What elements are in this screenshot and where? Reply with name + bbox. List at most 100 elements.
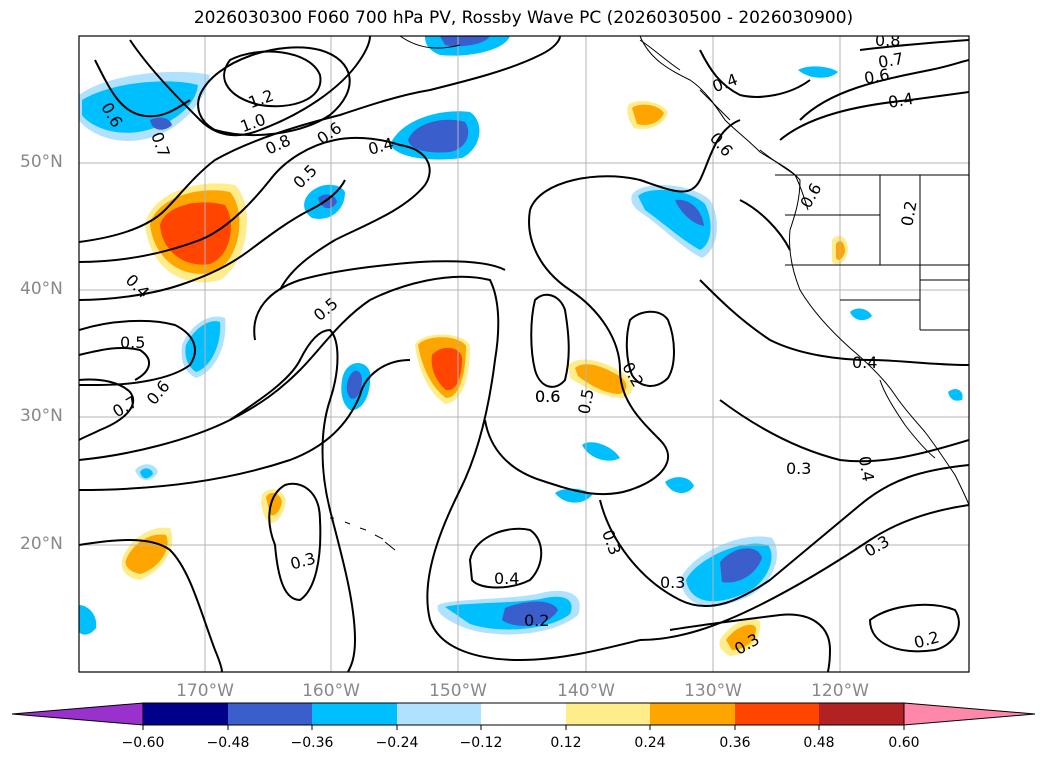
contour-label: 0.4 xyxy=(852,353,877,372)
neg-anomaly-region xyxy=(665,477,694,494)
contour-line xyxy=(484,209,670,496)
colorbar-extend-low xyxy=(11,702,144,726)
contour-label: 0.2 xyxy=(524,611,549,630)
contour-label: 0.4 xyxy=(494,569,519,588)
contour-line xyxy=(253,260,506,341)
colorbar-segment xyxy=(312,703,397,725)
lat-label-20n: 20°N xyxy=(20,534,63,554)
contour-line xyxy=(599,464,969,608)
pos-anomaly-region xyxy=(575,364,627,394)
lat-label-50n: 50°N xyxy=(20,152,63,172)
lon-label-170w: 170°W xyxy=(176,681,234,701)
state-borders xyxy=(785,175,969,331)
contour-line xyxy=(859,39,969,51)
contour-line xyxy=(94,59,191,118)
colorbar-segment xyxy=(735,703,819,725)
contour-label: 0.2 xyxy=(897,199,920,227)
contour-label: 0.7 xyxy=(147,130,174,160)
contour-line xyxy=(468,527,543,589)
map-plot-area: 1.2 1.0 0.8 0.6 0.5 0.4 0.7 0.6 0.4 0.5 … xyxy=(79,36,969,672)
colorbar-extend-high xyxy=(903,702,1036,726)
neg-anomaly-region xyxy=(948,389,963,401)
contour-label: 0.6 xyxy=(796,180,825,212)
contour-line xyxy=(79,36,561,243)
neg-anomaly-region xyxy=(582,442,620,461)
contour-label: 1.2 xyxy=(246,86,276,113)
colorbar xyxy=(11,702,1036,730)
pv-shading xyxy=(79,36,963,656)
lat-label-40n: 40°N xyxy=(20,279,63,299)
contour-line xyxy=(79,275,641,662)
colorbar-segment xyxy=(819,703,904,725)
colorbar-segment xyxy=(143,703,228,725)
contour-line xyxy=(699,49,811,98)
neg-anomaly-region xyxy=(675,199,704,226)
contour-label: 0.4 xyxy=(887,89,915,112)
contour-line xyxy=(625,310,675,387)
contour-line xyxy=(79,539,223,672)
neg-anomaly-region xyxy=(408,119,469,153)
neg-anomaly-region xyxy=(720,548,762,583)
contour-label: 0.5 xyxy=(310,294,342,325)
pos-anomaly-region xyxy=(431,347,462,391)
gridlines xyxy=(79,36,969,672)
colorbar-tick-label: 0.48 xyxy=(803,735,835,751)
colorbar-segment xyxy=(397,703,481,725)
pos-anomaly-region xyxy=(726,624,756,650)
lon-label-150w: 150°W xyxy=(429,681,487,701)
contour-line xyxy=(79,346,150,381)
pv-contours xyxy=(79,36,969,672)
contour-line xyxy=(79,136,431,291)
lon-label-140w: 140°W xyxy=(557,681,615,701)
colorbar-frame xyxy=(142,702,905,726)
neg-anomaly-region xyxy=(150,117,172,130)
contour-line xyxy=(229,328,357,672)
contour-line xyxy=(529,119,741,211)
contour-line xyxy=(79,359,411,491)
colorbar-tick-label: −0.24 xyxy=(375,735,419,751)
contour-line xyxy=(223,50,322,108)
neg-anomaly-region xyxy=(798,66,838,78)
colorbar-segment xyxy=(566,703,650,725)
contour-line xyxy=(779,91,969,141)
colorbar-segment xyxy=(650,703,735,725)
colorbar-tick-label: 0.24 xyxy=(634,735,666,751)
contour-line xyxy=(669,613,832,672)
contour-line xyxy=(129,36,371,137)
colorbar-tick-label: −0.48 xyxy=(206,735,250,751)
contour-label: 0.3 xyxy=(288,549,318,574)
colorbar-tick-label: −0.12 xyxy=(459,735,503,751)
neg-anomaly-region xyxy=(502,601,558,626)
neg-anomaly-region xyxy=(79,605,97,635)
neg-anomaly-region xyxy=(140,468,153,479)
contour-line xyxy=(268,482,322,602)
colorbar-tick-label: −0.36 xyxy=(290,735,334,751)
contour-label: 0.5 xyxy=(574,387,597,415)
contour-line xyxy=(699,279,969,366)
contour-label: 0.3 xyxy=(861,531,893,560)
contour-line xyxy=(799,59,969,121)
colorbar-tick-label: 0.36 xyxy=(719,735,751,751)
alaska-coast xyxy=(399,36,731,121)
colorbar-tick-label: 0.12 xyxy=(550,735,582,751)
contour-line xyxy=(719,399,969,463)
contour-label: 0.5 xyxy=(120,333,145,352)
map-title: 2026030300 F060 700 hPa PV, Rossby Wave … xyxy=(193,8,854,28)
lon-label-120w: 120°W xyxy=(811,681,869,701)
baja-california-coast xyxy=(879,379,936,459)
lon-label-160w: 160°W xyxy=(302,681,360,701)
contour-label: 0.6 xyxy=(863,65,891,88)
pos-anomaly-region xyxy=(160,202,231,265)
contour-line xyxy=(739,199,791,251)
vancouver-island xyxy=(759,149,809,211)
contour-label: 0.7 xyxy=(877,49,905,72)
contour-labels: 1.2 1.0 0.8 0.6 0.5 0.4 0.7 0.6 0.4 0.5 … xyxy=(97,36,941,659)
neg-anomaly-region xyxy=(850,308,872,321)
colorbar-tick-label: 0.60 xyxy=(888,735,920,751)
pos-anomaly-region xyxy=(632,104,664,125)
contour-line xyxy=(79,319,196,386)
colorbar-segment xyxy=(228,703,312,725)
neg-anomaly-region xyxy=(82,81,198,133)
contour-label: 0.6 xyxy=(535,387,560,406)
neg-anomaly-region xyxy=(318,194,337,209)
